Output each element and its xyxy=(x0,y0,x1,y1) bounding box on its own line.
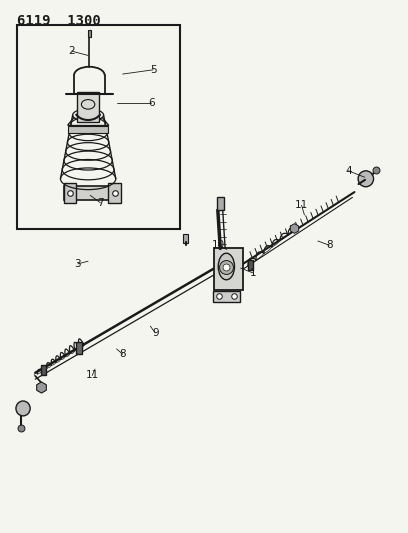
Bar xyxy=(183,233,188,243)
Text: 6119  1300: 6119 1300 xyxy=(17,14,101,28)
Text: 7: 7 xyxy=(97,198,104,208)
Bar xyxy=(88,29,91,37)
Text: 6: 6 xyxy=(148,98,155,108)
Text: 11: 11 xyxy=(295,200,308,211)
Text: 8: 8 xyxy=(120,349,126,359)
Bar xyxy=(214,248,243,290)
Text: 2: 2 xyxy=(69,46,75,56)
Bar xyxy=(77,92,99,122)
Ellipse shape xyxy=(358,171,374,187)
Bar xyxy=(64,187,121,200)
Bar xyxy=(217,197,224,210)
Text: 3: 3 xyxy=(75,259,81,269)
Text: 10: 10 xyxy=(212,240,225,250)
Bar xyxy=(40,366,46,375)
Bar xyxy=(248,260,253,270)
Bar xyxy=(213,291,239,302)
Bar xyxy=(68,126,109,133)
Text: 5: 5 xyxy=(150,65,157,75)
Bar xyxy=(17,25,180,229)
Text: 8: 8 xyxy=(326,240,333,250)
Text: 4: 4 xyxy=(345,166,352,176)
Ellipse shape xyxy=(218,253,235,280)
Bar xyxy=(109,183,121,203)
Text: 11: 11 xyxy=(86,370,99,381)
Ellipse shape xyxy=(16,401,30,416)
Bar xyxy=(64,183,76,203)
Bar xyxy=(76,342,82,354)
Text: 1: 1 xyxy=(249,268,256,278)
Text: 9: 9 xyxy=(152,328,159,338)
